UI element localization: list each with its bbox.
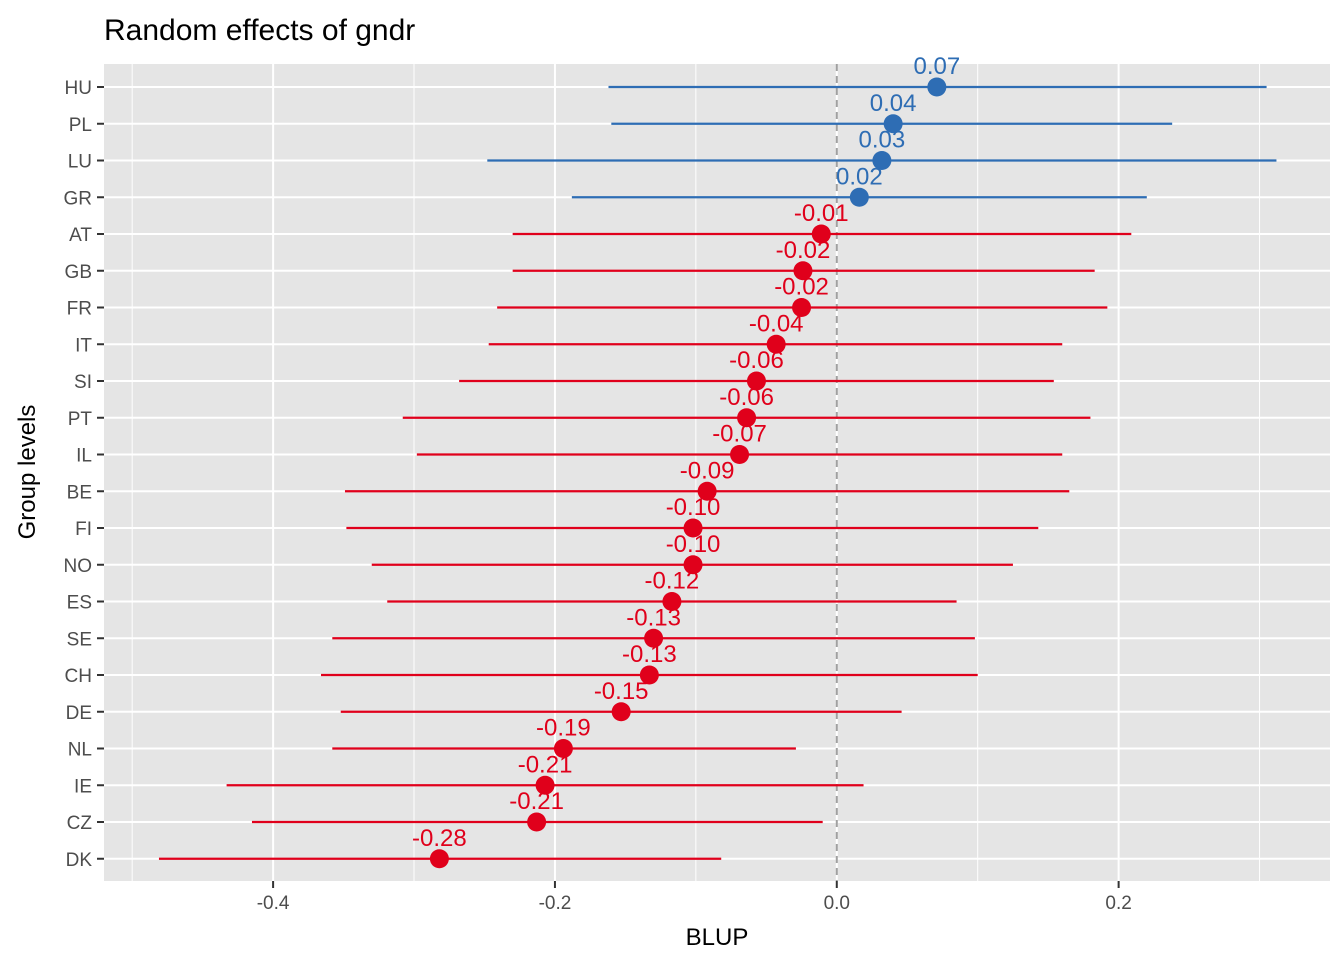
point-nl <box>553 739 573 758</box>
y-tick-label-be: BE <box>67 482 92 503</box>
data-label-es: -0.12 <box>645 568 700 595</box>
point-at <box>811 224 831 244</box>
y-tick-label-ie: IE <box>74 776 92 797</box>
data-label-nl: -0.19 <box>536 715 591 742</box>
y-tick-label-se: SE <box>67 629 92 650</box>
point-lu <box>872 151 892 170</box>
x-tick-label: 0.2 <box>1105 893 1131 914</box>
point-ch <box>639 665 659 685</box>
data-label-pl: 0.04 <box>870 90 917 117</box>
data-label-dk: -0.28 <box>412 825 467 852</box>
data-label-de: -0.15 <box>594 678 649 705</box>
data-label-se: -0.13 <box>626 604 681 631</box>
y-tick-label-si: SI <box>74 372 92 393</box>
point-gb <box>793 261 813 281</box>
y-tick-label-es: ES <box>67 593 92 614</box>
data-marks: 0.07 0.04 0.03 0.02 -0.01 -0.02 -0.02 -0.04 -0.0… <box>158 53 1277 869</box>
y-tick-label-pt: PT <box>68 409 93 430</box>
point-be <box>697 481 717 501</box>
x-tick-label: 0.0 <box>824 893 850 914</box>
data-label-si: -0.06 <box>729 347 784 374</box>
point-de <box>611 702 631 722</box>
data-label-cz: -0.21 <box>509 788 564 815</box>
data-label-ch: -0.13 <box>622 641 677 668</box>
point-se <box>644 628 664 648</box>
y-tick-label-dk: DK <box>66 850 93 871</box>
y-tick-label-pl: PL <box>69 115 92 136</box>
data-label-fi: -0.10 <box>666 494 721 521</box>
point-fi <box>683 518 703 538</box>
point-si <box>746 371 766 391</box>
point-hu <box>927 77 947 97</box>
y-tick-label-de: DE <box>66 703 92 724</box>
y-tick-label-at: AT <box>69 225 92 246</box>
x-tick-label: -0.4 <box>257 893 290 914</box>
point-dk <box>429 849 449 869</box>
y-tick-label-ch: CH <box>65 666 92 687</box>
data-label-fr: -0.02 <box>774 274 829 301</box>
plot-panel <box>104 64 1330 881</box>
y-tick-label-lu: LU <box>68 152 92 173</box>
data-label-ie: -0.21 <box>518 751 573 778</box>
y-tick-label-fi: FI <box>75 519 92 540</box>
data-label-no: -0.10 <box>666 531 721 558</box>
y-tick-label-il: IL <box>76 446 92 467</box>
point-gr <box>849 187 869 207</box>
data-label-hu: 0.07 <box>913 53 960 80</box>
chart-title: Random effects of gndr <box>104 14 415 47</box>
data-label-pt: -0.06 <box>719 384 774 411</box>
y-tick-label-fr: FR <box>67 299 92 320</box>
x-axis-title: BLUP <box>686 924 749 951</box>
y-tick-label-nl: NL <box>68 740 92 761</box>
y-tick-label-it: IT <box>75 335 92 356</box>
y-axis: HU PL LU GR AT GB FR IT SI PT IL BE FI NO ES SE CH DE NL IE… <box>64 78 104 871</box>
data-label-at: -0.01 <box>794 200 849 227</box>
point-no <box>683 555 703 575</box>
y-tick-label-hu: HU <box>65 78 92 99</box>
point-pt <box>737 408 757 428</box>
data-label-gb: -0.02 <box>776 237 831 264</box>
y-tick-label-cz: CZ <box>67 813 93 834</box>
data-label-it: -0.04 <box>749 310 804 337</box>
point-cz <box>527 812 547 832</box>
point-fr <box>792 298 812 317</box>
x-axis: -0.4 -0.2 0.0 0.2 <box>257 881 1132 914</box>
point-it <box>766 334 786 354</box>
y-tick-label-gr: GR <box>64 188 93 209</box>
x-tick-label: -0.2 <box>539 893 572 914</box>
data-label-gr: 0.02 <box>836 163 883 190</box>
data-label-il: -0.07 <box>712 421 767 448</box>
point-il <box>730 445 750 464</box>
point-ie <box>535 775 555 795</box>
data-label-lu: 0.03 <box>859 127 906 154</box>
y-tick-label-no: NO <box>64 556 93 577</box>
y-axis-title: Group levels <box>14 405 41 540</box>
point-pl <box>883 114 903 134</box>
y-tick-label-gb: GB <box>65 262 92 283</box>
data-label-be: -0.09 <box>680 457 735 484</box>
point-es <box>662 592 682 611</box>
